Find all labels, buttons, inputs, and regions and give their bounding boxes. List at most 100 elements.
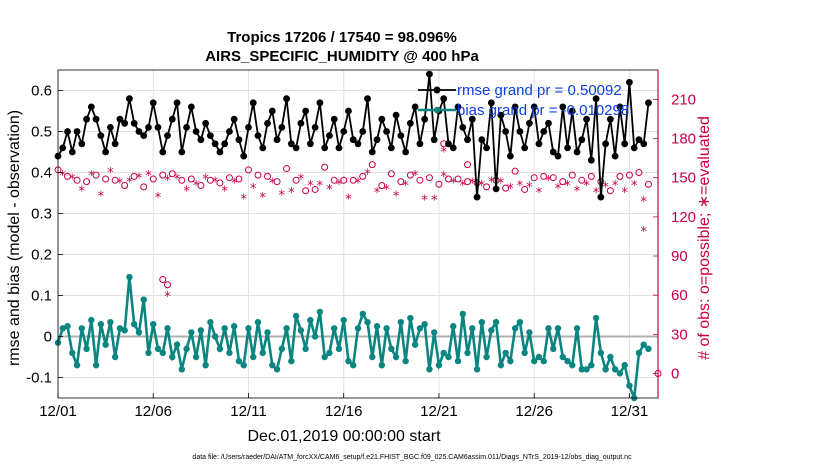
rmse-point <box>626 78 633 86</box>
rmse-point <box>640 140 648 148</box>
y-left-tick-label: 0.3 <box>31 206 52 223</box>
bias-point <box>645 345 652 352</box>
x-tick-label: 12/11 <box>230 403 266 420</box>
bias-point <box>407 314 414 322</box>
rmse-point <box>368 148 376 156</box>
obs-evaluated-marker: * <box>621 186 628 201</box>
x-axis-label: Dec.01,2019 00:00:00 start <box>247 428 441 445</box>
rmse-point <box>297 119 305 127</box>
rmse-point <box>573 148 581 156</box>
rmse-point <box>240 152 248 160</box>
obs-possible-marker <box>140 183 148 191</box>
bias-point <box>302 345 309 352</box>
rmse-point <box>392 111 400 119</box>
obs-possible-marker <box>149 175 157 183</box>
obs-possible-marker <box>111 176 119 184</box>
rmse-point <box>97 132 105 140</box>
bias-point <box>283 325 290 332</box>
y-left-tick-label: 0.5 <box>31 124 52 141</box>
bias-point <box>111 353 119 361</box>
rmse-point <box>464 136 471 144</box>
bias-point <box>197 327 205 334</box>
obs-possible-marker <box>454 175 462 183</box>
rmse-point <box>345 107 352 115</box>
obs-possible-marker <box>435 180 443 188</box>
rmse-point <box>587 156 595 164</box>
bias-point <box>178 366 186 373</box>
rmse-point <box>454 103 462 111</box>
obs-possible-marker <box>130 172 138 180</box>
obs-evaluated-marker: * <box>402 179 409 194</box>
bias-point <box>378 362 386 369</box>
rmse-point <box>459 124 467 131</box>
bias-point <box>540 357 547 365</box>
rmse-point <box>283 95 290 103</box>
rmse-point <box>397 132 405 140</box>
obs-possible-marker <box>444 175 452 183</box>
bias-point <box>221 325 228 332</box>
obs-possible-marker <box>368 161 376 169</box>
obs-evaluated-marker: * <box>564 179 571 194</box>
bias-point <box>140 296 147 303</box>
rmse-point <box>402 148 410 156</box>
obs-possible-marker <box>511 167 519 175</box>
rmse-point <box>178 148 186 156</box>
bias-point <box>154 345 162 352</box>
rmse-point <box>506 152 514 160</box>
obs-possible-marker <box>235 175 243 183</box>
bias-point <box>130 321 138 328</box>
bias-point <box>545 325 552 332</box>
bias-point <box>159 349 166 357</box>
rmse-point <box>430 136 438 144</box>
obs-evaluated-marker: * <box>507 182 514 197</box>
obs-evaluated-marker: * <box>155 191 162 206</box>
obs-possible-marker <box>483 183 491 191</box>
bias-point <box>621 362 628 369</box>
rmse-point <box>645 99 652 107</box>
obs-possible-marker <box>273 178 281 186</box>
rmse-point <box>230 115 238 123</box>
rmse-point <box>502 128 510 135</box>
rmse-point <box>545 119 552 127</box>
bias-point <box>235 357 243 365</box>
obs-evaluated-marker: * <box>555 182 562 197</box>
rmse-point <box>206 132 214 140</box>
rmse-point <box>168 115 176 123</box>
rmse-point <box>121 119 129 127</box>
rmse-point <box>187 103 195 111</box>
obs-evaluated-marker: * <box>88 169 95 184</box>
rmse-point <box>535 140 543 148</box>
obs-evaluated-marker: * <box>593 186 600 201</box>
obs-possible-marker <box>254 171 262 179</box>
obs-evaluated-marker: * <box>393 190 400 205</box>
obs-evaluated-marker: * <box>631 179 638 194</box>
bias-point <box>550 345 557 352</box>
bias-point <box>359 310 366 318</box>
bias-point <box>273 366 281 373</box>
chart-title: Tropics 17206 / 17540 = 98.096% <box>227 29 457 46</box>
obs-possible-marker <box>283 165 291 173</box>
rmse-point <box>254 132 262 140</box>
bias-point <box>335 345 343 352</box>
y-left-tick-label: -0.1 <box>26 370 52 387</box>
rmse-point <box>226 128 233 135</box>
bias-point <box>216 345 224 352</box>
obs-evaluated-marker: * <box>450 177 457 192</box>
obs-evaluated-marker: * <box>260 191 267 206</box>
legend: rmse grand pr = 0.50092 bias grand pr = … <box>418 82 629 119</box>
obs-evaluated-marker: * <box>421 194 428 209</box>
rmse-point <box>602 140 610 148</box>
rmse-point <box>564 144 571 152</box>
obs-evaluated-marker: * <box>469 177 476 192</box>
obs-possible-marker <box>635 168 643 176</box>
rmse-point <box>449 144 457 152</box>
rmse-point <box>426 70 433 78</box>
rmse-point <box>73 128 81 135</box>
obs-evaluated-marker: * <box>345 192 352 207</box>
bias-point <box>392 353 400 361</box>
rmse-point <box>92 115 100 123</box>
rmse-point <box>164 132 171 140</box>
legend-bias-marker <box>433 106 441 114</box>
bias-point <box>126 273 133 281</box>
y-axis-right-ticks: 0 30 60 90 120 150 180 210 <box>653 70 696 398</box>
